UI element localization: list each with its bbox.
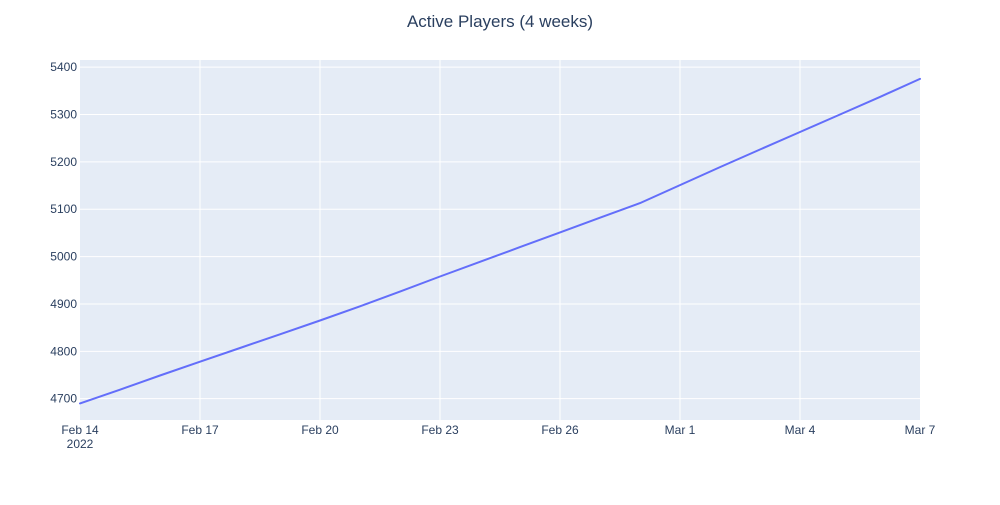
y-tick-label: 4900 <box>50 297 77 311</box>
x-tick-label: Feb 20 <box>301 423 339 437</box>
y-tick-label: 4800 <box>50 344 77 358</box>
series-group <box>79 77 921 405</box>
x-gridlines <box>199 60 801 420</box>
x-axis-year-label: 2022 <box>67 437 94 451</box>
y-tick-labels: 4700 4800 4900 5000 5100 5200 5300 5400 <box>50 60 77 406</box>
series-line <box>79 77 921 405</box>
x-tick-label: Mar 7 <box>905 423 936 437</box>
chart-title: Active Players (4 weeks) <box>406 12 594 31</box>
y-tick-label: 5200 <box>50 155 77 169</box>
x-tick-label: Feb 17 <box>181 423 219 437</box>
plot-area <box>80 60 920 420</box>
y-tick-label: 4700 <box>50 392 77 406</box>
x-tick-label: Feb 23 <box>421 423 459 437</box>
x-tick-label: Feb 14 <box>61 423 99 437</box>
y-tick-label: 5000 <box>50 250 77 264</box>
x-tick-label: Feb 26 <box>541 423 579 437</box>
y-tick-label: 5300 <box>50 107 77 121</box>
y-tick-label: 5400 <box>50 60 77 74</box>
x-tick-label: Mar 1 <box>665 423 696 437</box>
y-gridlines <box>80 66 920 400</box>
y-tick-label: 5100 <box>50 202 77 216</box>
x-tick-labels: Feb 14 Feb 17 Feb 20 Feb 23 Feb 26 Mar 1 Mar 4… <box>61 423 935 451</box>
x-tick-label: Mar 4 <box>785 423 816 437</box>
